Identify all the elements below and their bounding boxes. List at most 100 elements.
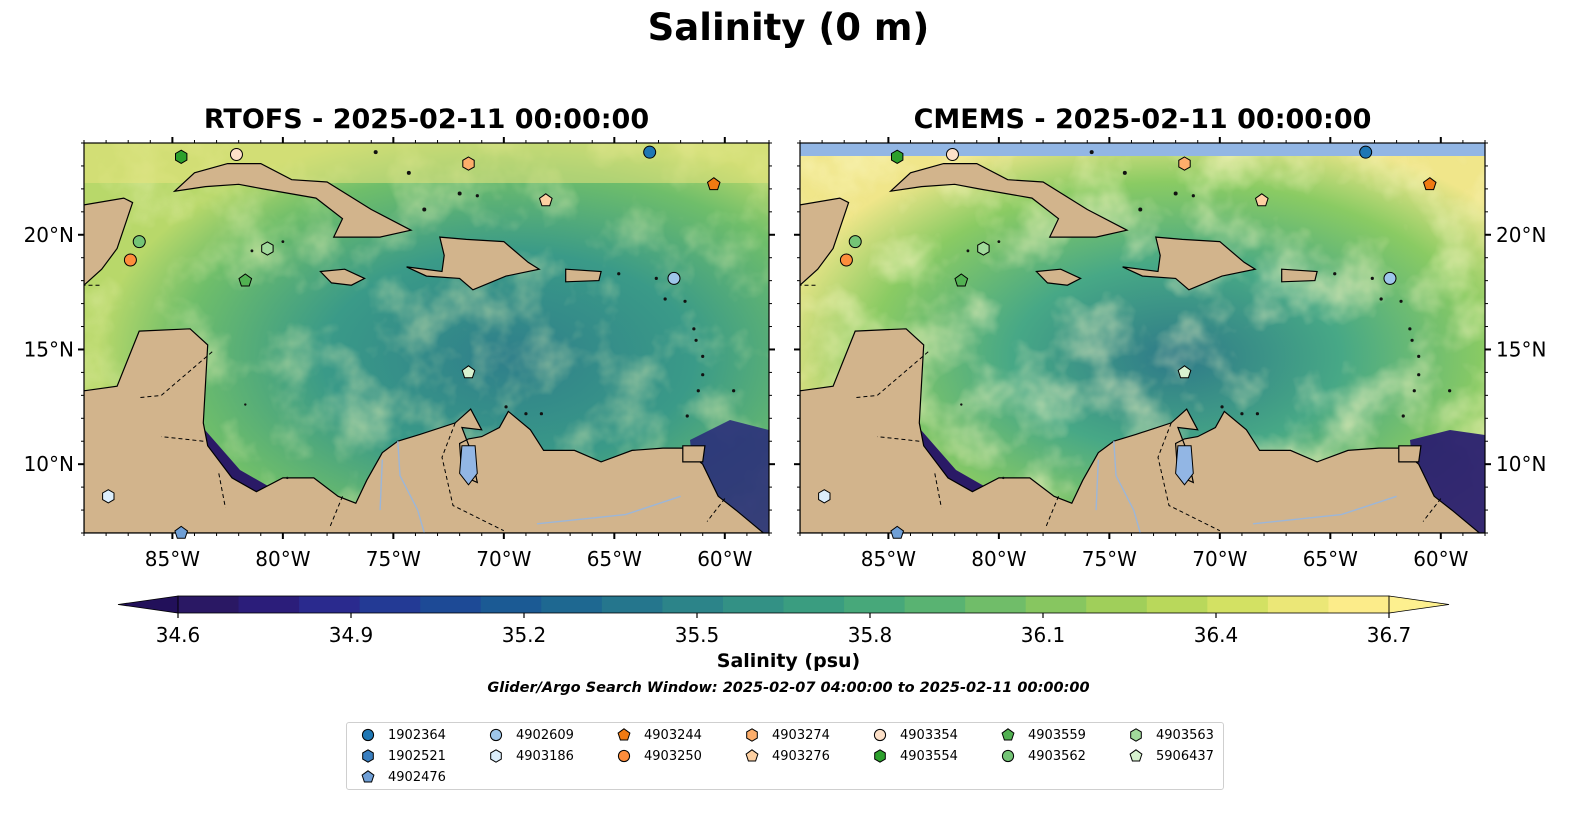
legend-marker-icon: [361, 770, 375, 783]
colorbar-tick-label: 35.8: [848, 623, 893, 647]
legend-label: 4903559: [1028, 727, 1086, 743]
legend-marker-icon: [745, 749, 759, 762]
legend-marker-icon: [1129, 749, 1143, 762]
legend-label: 4903244: [644, 727, 702, 743]
search-window-label: Glider/Argo Search Window: 2025-02-07 04…: [487, 680, 1090, 696]
float-marker-4903559: [954, 273, 969, 287]
legend-item-4903563: 4903563: [1129, 726, 1214, 744]
legend-label: 1902364: [388, 727, 446, 743]
legend-item-5906437: 5906437: [1129, 747, 1214, 765]
lat-tick-label: 20°N: [1496, 223, 1546, 247]
legend-label: 4903186: [516, 748, 574, 764]
legend-label: 5906437: [1156, 748, 1214, 764]
float-marker-4903276: [538, 193, 553, 207]
float-marker-4903186: [818, 489, 831, 504]
figure-title: Salinity (0 m): [647, 6, 930, 49]
cmems-map: [800, 143, 1485, 533]
float-marker-4903562: [132, 235, 146, 249]
colorbar-tick-label: 36.1: [1021, 623, 1066, 647]
colorbar: 34.6 34.9 35.2 35.5 35.8 36.1 36.4 36.7: [117, 595, 1450, 647]
legend-item-4903354: 4903354: [873, 726, 958, 744]
colorbar-max-extend: [1388, 595, 1450, 614]
legend-marker-4903250: [617, 749, 631, 763]
float-marker-4903244: [1422, 177, 1437, 191]
float-marker-4903563: [261, 241, 274, 256]
float-marker-4903250: [839, 253, 853, 267]
legend-marker-icon: [874, 749, 886, 763]
legend-label: 4903563: [1156, 727, 1214, 743]
lon-tick-label: 70°W: [476, 547, 531, 571]
cmems-frame: [799, 142, 1486, 534]
float-marker-4902476: [174, 525, 189, 539]
map-axes: 85°W 80°W 75°W 70°W 65°W 60°W 20°N 15°N 10°N 85°W…: [24, 137, 1546, 571]
panel-title-rtofs: RTOFS - 2025-02-11 00:00:00: [203, 104, 650, 135]
legend-item-4903559: 4903559: [1001, 726, 1086, 744]
float-marker-4903554: [891, 149, 904, 164]
float-marker-4902476: [890, 525, 905, 539]
legend-item-4902609: 4902609: [489, 726, 574, 744]
float-marker-5906437: [1177, 365, 1192, 379]
float-marker-4903562: [848, 235, 862, 249]
legend-marker-icon: [1130, 728, 1142, 742]
float-marker-4903354: [945, 147, 959, 161]
legend-marker-4903559: [1001, 728, 1015, 741]
lon-tick-label: 60°W: [1413, 547, 1468, 571]
colorbar-tick-label: 36.7: [1367, 623, 1412, 647]
float-marker-5906437: [461, 365, 476, 379]
float-marker-4903250: [123, 253, 137, 267]
float-marker-4903274: [1178, 156, 1191, 171]
legend-label: 4903562: [1028, 748, 1086, 764]
legend-marker-4903562: [1001, 749, 1015, 763]
rtofs-frame: [83, 142, 770, 534]
legend-label: 4902476: [388, 769, 446, 785]
colorbar-label: Salinity (psu): [716, 650, 861, 672]
legend-label: 4902609: [516, 727, 574, 743]
float-marker-4903559: [238, 273, 253, 287]
lat-tick-label: 10°N: [1496, 452, 1546, 476]
rtofs-map: [84, 143, 769, 533]
legend-marker-icon: [362, 749, 374, 763]
legend-marker-icon: [617, 728, 631, 741]
lat-tick-label: 15°N: [24, 337, 74, 361]
legend-item-4903276: 4903276: [745, 747, 830, 765]
legend-marker-icon: [746, 728, 758, 742]
float-marker-4903274: [462, 156, 475, 171]
float-marker-4903244: [706, 177, 721, 191]
legend-marker-1902521: [362, 749, 374, 763]
legend-label: 1902521: [388, 748, 446, 764]
lat-tick-label: 10°N: [24, 452, 74, 476]
float-marker-4902609: [1383, 271, 1397, 285]
legend-marker-4902609: [489, 728, 503, 742]
colorbar-min-extend: [117, 595, 179, 614]
float-marker-4903554: [175, 149, 188, 164]
float-marker-4903276: [1254, 193, 1269, 207]
lon-tick-label: 80°W: [255, 547, 310, 571]
legend-marker-4903354: [873, 728, 887, 742]
legend-marker-icon: [1001, 749, 1015, 763]
legend-marker-4903276: [745, 749, 759, 762]
float-marker-1902364: [1359, 145, 1373, 159]
colorbar-tick-label: 36.4: [1194, 623, 1239, 647]
legend-item-4903186: 4903186: [489, 747, 574, 765]
legend-marker-icon: [490, 749, 502, 763]
cmems-masked-band: [800, 143, 1485, 156]
lon-tick-label: 85°W: [145, 547, 200, 571]
legend-item-1902364: 1902364: [361, 726, 446, 744]
legend-item-4903554: 4903554: [873, 747, 958, 765]
rtofs-land: [84, 150, 769, 533]
float-marker-4903563: [977, 241, 990, 256]
panel-title-cmems: CMEMS - 2025-02-11 00:00:00: [913, 104, 1372, 135]
lon-tick-label: 75°W: [1082, 547, 1137, 571]
legend-item-4902476: 4902476: [361, 768, 446, 786]
lat-tick-label: 15°N: [1496, 337, 1546, 361]
legend-marker-icon: [873, 728, 887, 742]
float-marker-4902609: [667, 271, 681, 285]
legend-marker-icon: [361, 728, 375, 742]
colorbar-tick-label: 34.9: [329, 623, 374, 647]
float-marker-1902364: [643, 145, 657, 159]
legend-item-4903250: 4903250: [617, 747, 702, 765]
legend-item-4903274: 4903274: [745, 726, 830, 744]
legend-marker-1902364: [361, 728, 375, 742]
legend-marker-icon: [489, 728, 503, 742]
colorbar-tick-label: 34.6: [156, 623, 201, 647]
